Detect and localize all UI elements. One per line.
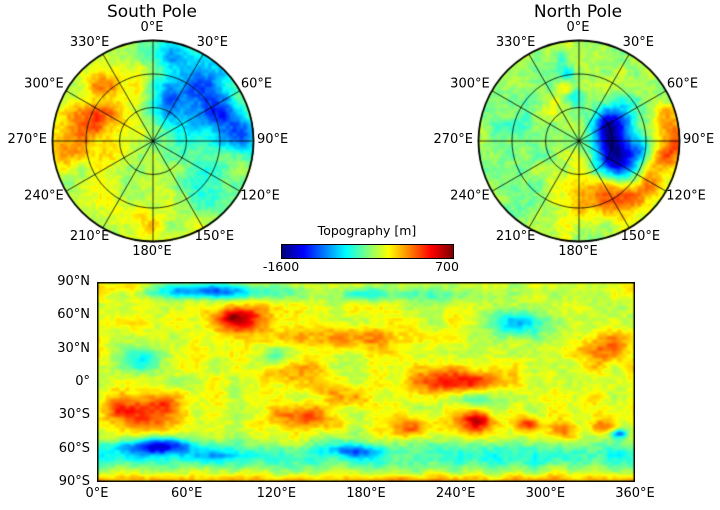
polar-angle-label: 90°E [683, 132, 715, 147]
polar-angle-label: 270°E [433, 132, 473, 147]
x-axis-tick-label: 240°E [435, 486, 476, 501]
polar-angle-label: 0°E [566, 20, 590, 35]
polar-angle-label: 0°E [140, 20, 164, 35]
global-heatmap [97, 282, 635, 482]
x-axis-tick-label: 300°E [525, 486, 566, 501]
x-axis-tick-label: 0°E [85, 486, 109, 501]
y-axis-tick-label: 0° [75, 374, 90, 389]
north-pole-title: North Pole [533, 2, 623, 22]
x-axis-tick-label: 120°E [256, 486, 297, 501]
polar-angle-label: 180°E [558, 244, 598, 259]
colorbar [281, 244, 454, 259]
polar-angle-label: 270°E [7, 132, 47, 147]
colorbar-max-label: 700 [435, 259, 459, 274]
colorbar-title: Topography [m] [317, 223, 417, 238]
south-pole-title: South Pole [106, 2, 198, 22]
y-axis-tick-label: 60°N [57, 307, 90, 323]
x-axis-tick-label: 60°E [171, 486, 203, 501]
polar-angle-label: 90°E [257, 132, 289, 147]
y-axis-tick-label: 90°S [58, 474, 90, 489]
x-axis-tick-label: 180°E [346, 486, 386, 501]
y-axis-tick-label: 30°S [58, 407, 90, 423]
polar-angle-label: 180°E [132, 244, 172, 259]
colorbar-min-label: -1600 [262, 259, 300, 274]
y-axis-tick-label: 30°N [57, 340, 90, 356]
south-pole-heatmap [51, 39, 255, 243]
north-pole-heatmap [477, 39, 681, 243]
y-axis-tick-label: 90°N [57, 274, 90, 289]
y-axis-tick-label: 60°S [58, 440, 90, 456]
x-axis-tick-label: 360°E [615, 486, 655, 501]
